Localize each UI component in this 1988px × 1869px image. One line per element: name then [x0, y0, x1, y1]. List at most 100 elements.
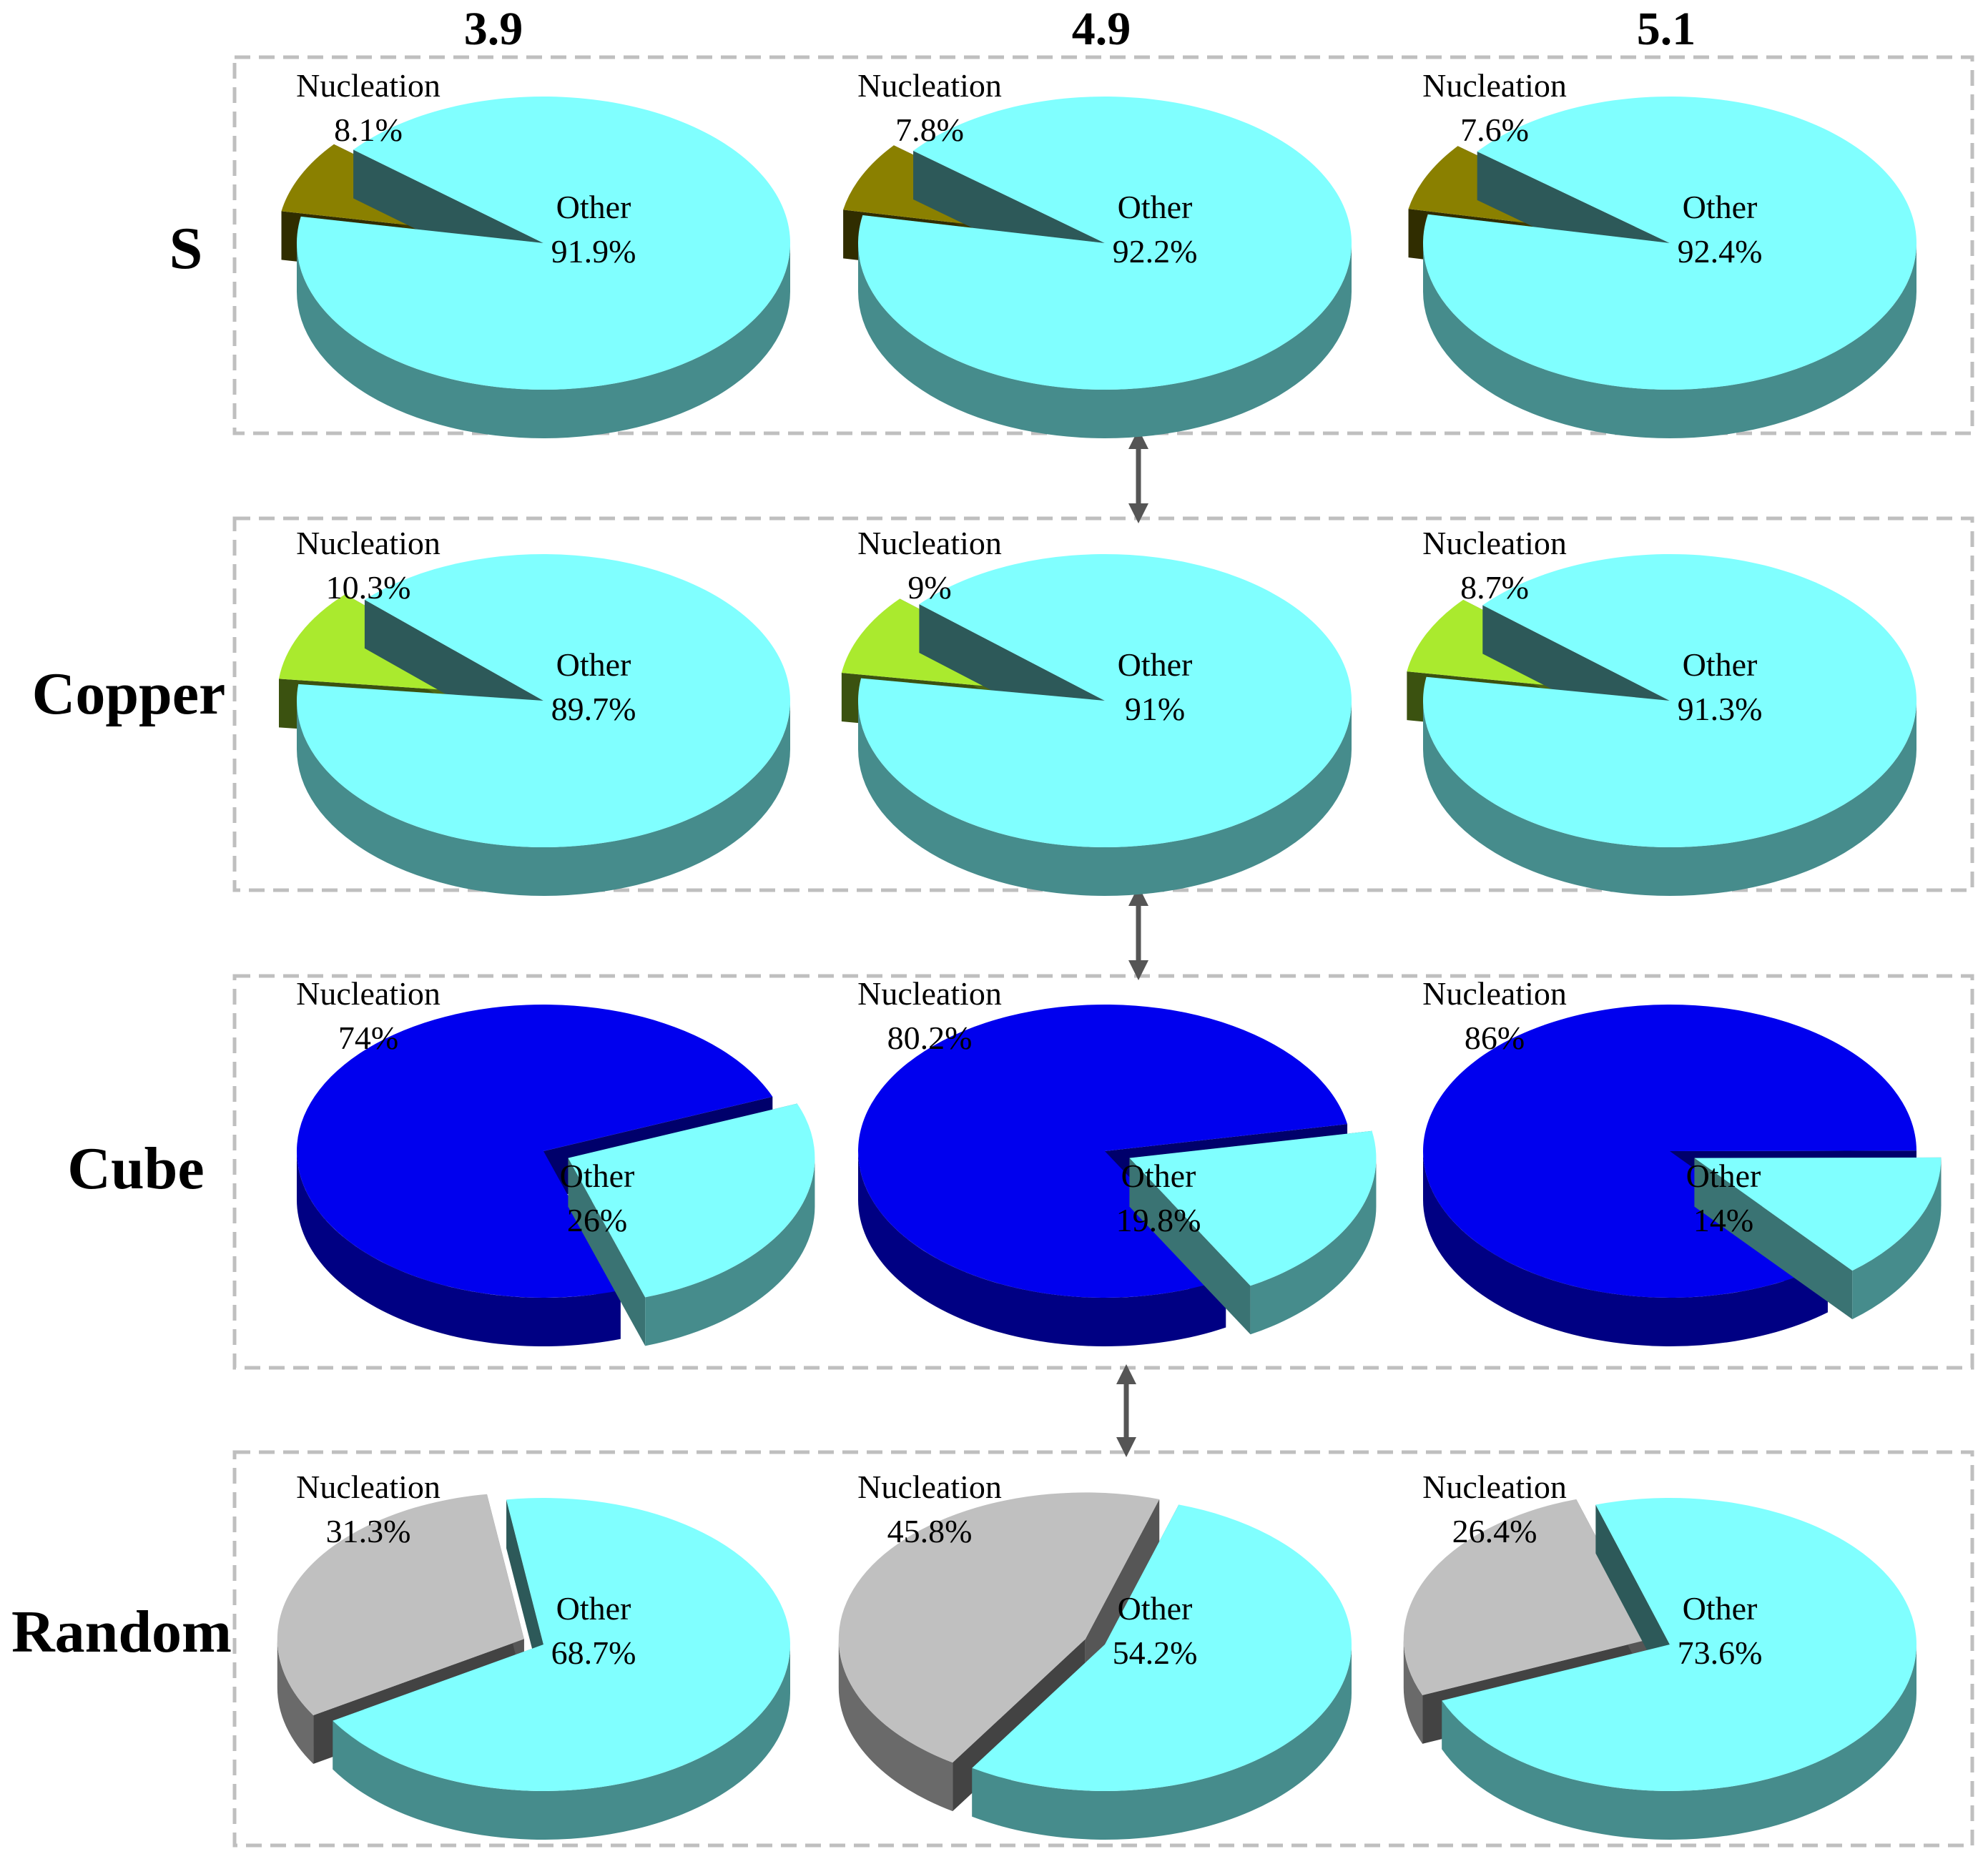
- value-other: 91.9%: [551, 233, 636, 270]
- slice-face: [1595, 1504, 1670, 1693]
- pie-copper-5-1: Nucleation 8.7% Other 91.3%: [1407, 525, 1916, 896]
- slice-side: [645, 1158, 815, 1346]
- label-other: Other: [1683, 646, 1758, 683]
- slice-other: [1129, 1130, 1377, 1335]
- label-other: Other: [1121, 1158, 1196, 1194]
- pie-cube-4-9: Nucleation 80.2% Other 19.8%: [857, 975, 1377, 1346]
- value-nucleation: 7.6%: [1460, 112, 1529, 148]
- slice-face: [506, 1499, 543, 1693]
- value-nucleation: 26.4%: [1452, 1513, 1537, 1549]
- label-nucleation: Nucleation: [296, 525, 441, 561]
- slice-side: [1423, 1151, 1828, 1347]
- column-header-5-1: 5.1: [1637, 3, 1696, 55]
- value-nucleation: 7.8%: [895, 112, 964, 148]
- slice-top: [858, 1004, 1348, 1298]
- slice-top: [277, 1494, 524, 1716]
- label-other: Other: [1118, 646, 1193, 683]
- slice-face: [1694, 1158, 1853, 1320]
- value-other: 91%: [1125, 691, 1185, 727]
- pie-cube-3-9: Nucleation 74% Other 26%: [296, 975, 815, 1346]
- value-nucleation: 9%: [907, 569, 951, 606]
- value-other: 91.3%: [1678, 691, 1763, 727]
- slice-other: [1422, 97, 1917, 438]
- value-other: 92.2%: [1113, 233, 1198, 270]
- value-nucleation: 45.8%: [887, 1513, 973, 1549]
- slice-side: [297, 701, 790, 896]
- label-other: Other: [556, 646, 631, 683]
- value-nucleation: 8.1%: [334, 112, 403, 148]
- slice-side: [838, 1639, 953, 1812]
- panel-random: [232, 1450, 1974, 1848]
- value-other: 26%: [567, 1202, 627, 1238]
- slice-other: [333, 1498, 791, 1840]
- slice-top: [858, 97, 1352, 390]
- pie-random-5-1: Nucleation 26.4% Other 73.6%: [1403, 1469, 1916, 1840]
- label-other: Other: [556, 189, 631, 225]
- column-header-3-9: 3.9: [464, 3, 523, 55]
- slice-other: [857, 554, 1352, 896]
- label-other: Other: [560, 1158, 635, 1194]
- slice-other: [297, 97, 790, 438]
- slice-top: [297, 97, 790, 390]
- value-nucleation: 10.3%: [326, 569, 411, 606]
- value-other: 73.6%: [1678, 1634, 1763, 1671]
- value-other: 89.7%: [551, 691, 636, 727]
- slice-side: [1442, 1644, 1916, 1840]
- label-nucleation: Nucleation: [1422, 525, 1567, 561]
- panel-cube: [232, 974, 1974, 1370]
- slice-other: [1442, 1498, 1916, 1840]
- slice-other: [297, 553, 791, 896]
- label-nucleation: Nucleation: [296, 975, 441, 1012]
- label-nucleation: Nucleation: [296, 67, 441, 104]
- row-label-s: S: [169, 215, 203, 282]
- slice-face: [1129, 1158, 1251, 1335]
- slice-top: [1403, 1499, 1650, 1695]
- value-other: 92.4%: [1678, 233, 1763, 270]
- label-nucleation: Nucleation: [857, 67, 1002, 104]
- row-label-cube: Cube: [67, 1135, 204, 1202]
- slice-other: [1423, 554, 1916, 896]
- pie-s-5-1: Nucleation 7.6% Other 92.4%: [1408, 67, 1917, 438]
- pie-copper-3-9: Nucleation 10.3% Other 89.7%: [279, 525, 791, 896]
- label-nucleation: Nucleation: [1422, 67, 1567, 104]
- label-nucleation: Nucleation: [1422, 975, 1567, 1012]
- slice-side: [333, 1644, 790, 1840]
- slice-top: [857, 554, 1352, 847]
- value-other: 19.8%: [1116, 1202, 1201, 1238]
- slice-side: [972, 1644, 1352, 1840]
- slice-face: [1085, 1499, 1160, 1688]
- value-nucleation: 80.2%: [887, 1020, 973, 1056]
- label-other: Other: [1118, 1590, 1193, 1627]
- slice-side: [297, 243, 790, 438]
- label-other: Other: [1118, 189, 1193, 225]
- slice-top: [1129, 1130, 1377, 1286]
- slice-side: [858, 701, 1352, 896]
- slice-top: [1422, 97, 1917, 390]
- slice-top: [1694, 1157, 1942, 1271]
- value-nucleation: 86%: [1465, 1020, 1525, 1056]
- slice-side: [1423, 701, 1916, 896]
- slice-side: [1852, 1158, 1942, 1320]
- slice-top: [1423, 1005, 1916, 1298]
- slice-face: [568, 1158, 646, 1346]
- slice-other: [858, 97, 1352, 438]
- pie-charts-layer: Nucleation 8.1% Other 91.9% Nucleation 7.8% Ot…: [277, 67, 1942, 1840]
- slice-side: [1403, 1639, 1423, 1744]
- row-label-copper: Copper: [32, 661, 226, 727]
- label-nucleation: Nucleation: [857, 1469, 1002, 1505]
- slice-side: [297, 1151, 621, 1346]
- label-nucleation: Nucleation: [857, 975, 1002, 1012]
- pie-random-3-9: Nucleation 31.3% Other 68.7%: [277, 1469, 791, 1840]
- slice-top: [297, 553, 791, 847]
- label-other: Other: [1683, 1590, 1758, 1627]
- column-header-4-9: 4.9: [1072, 3, 1131, 55]
- label-other: Other: [556, 1590, 631, 1627]
- slice-side: [858, 243, 1352, 438]
- pie-cube-5-1: Nucleation 86% Other 14%: [1422, 975, 1942, 1347]
- value-other: 14%: [1693, 1202, 1753, 1238]
- pie-s-4-9: Nucleation 7.8% Other 92.2%: [843, 67, 1352, 438]
- slice-other: [972, 1504, 1352, 1840]
- value-other: 54.2%: [1113, 1634, 1198, 1671]
- pie-s-3-9: Nucleation 8.1% Other 91.9%: [281, 67, 790, 438]
